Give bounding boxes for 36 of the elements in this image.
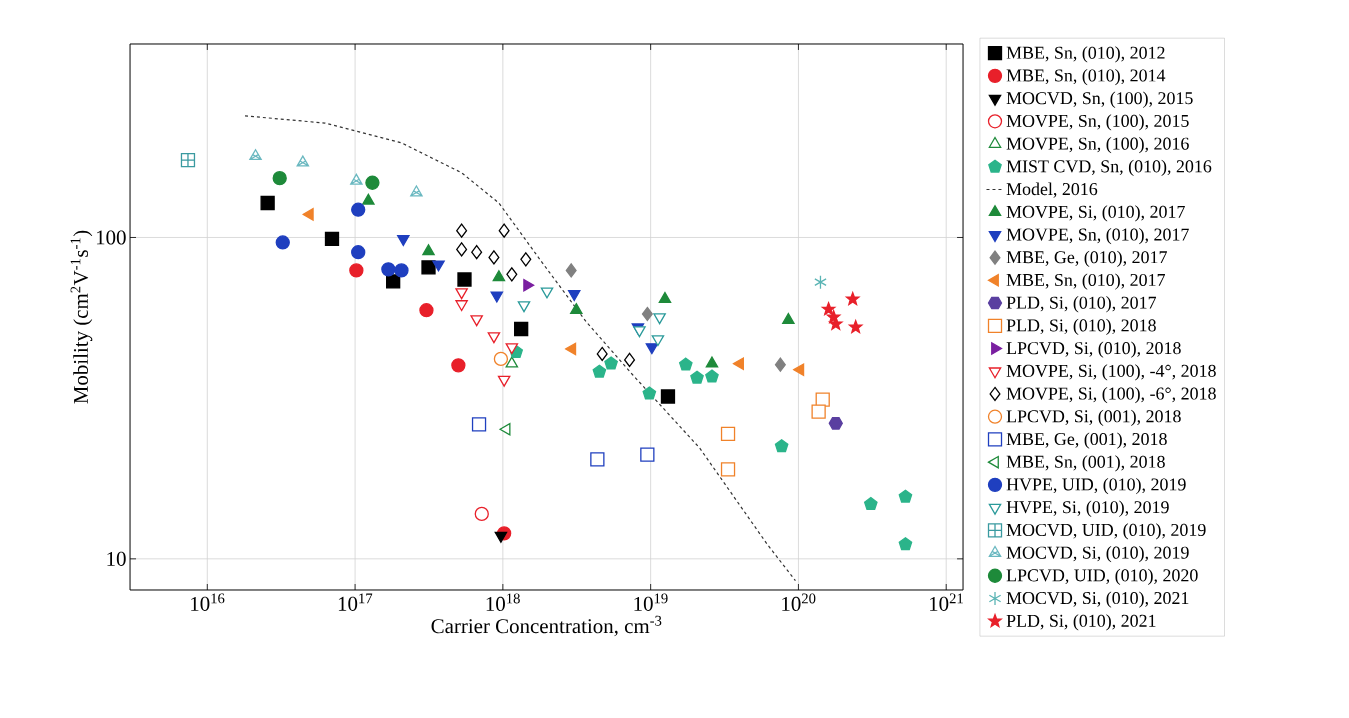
- x-tick-label: 10$^{17}$: [338, 593, 373, 611]
- x-tick-label: 10$^{20}$: [782, 593, 816, 611]
- y-tick-label: 10: [107, 551, 126, 566]
- legend-label: MOCVD, Si, (010), 2021: [1006, 591, 1189, 608]
- y-axis-title: Mobility (cm$^{2}$V$^{-1}$s$^{-1}$): [70, 230, 93, 404]
- legend-label: MBE, Sn, (010), 2012: [1006, 46, 1165, 63]
- legend-label: MOVPE, Si, (100), -6°, 2018: [1006, 387, 1216, 404]
- legend-label: LPCVD, Si, (001), 2018: [1006, 409, 1181, 426]
- x-axis-title: Carrier Concentration, cm$^{-3}$: [431, 615, 662, 637]
- legend-label: MOCVD, Sn, (100), 2015: [1006, 91, 1193, 108]
- legend-label: LPCVD, UID, (010), 2020: [1006, 568, 1198, 586]
- legend-label: LPCVD, Si, (010), 2018: [1006, 341, 1181, 358]
- y-tick-label: 100: [96, 230, 126, 245]
- legend-label: PLD, Si, (010), 2018: [1006, 318, 1156, 336]
- legend-label: MOCVD, Si, (010), 2019: [1006, 546, 1189, 563]
- legend-label: HVPE, Si, (010), 2019: [1006, 500, 1169, 517]
- legend-label: HVPE, UID, (010), 2019: [1006, 477, 1186, 495]
- legend-label: PLD, Si, (010), 2021: [1006, 614, 1156, 631]
- legend-label: MOCVD, UID, (010), 2019: [1006, 523, 1206, 540]
- x-tick-label: 10$^{16}$: [191, 593, 225, 611]
- legend-label: MBE, Sn, (010), 2014: [1006, 68, 1166, 86]
- legend-label: MOVPE, Si, (010), 2017: [1006, 205, 1185, 222]
- legend-label: PLD, Si, (010), 2017: [1006, 296, 1157, 313]
- legend-label: MBE, Sn, (010), 2017: [1006, 273, 1165, 290]
- legend-label: MBE, Ge, (001), 2018: [1006, 432, 1167, 449]
- legend-label: MBE, Ge, (010), 2017: [1006, 250, 1167, 267]
- legend-label: MBE, Sn, (001), 2018: [1006, 455, 1165, 472]
- x-tick-label: 10$^{21}$: [930, 593, 963, 611]
- legend-label: MOVPE, Sn, (100), 2016: [1006, 137, 1189, 154]
- legend-label: MOVPE, Sn, (100), 2015: [1006, 114, 1189, 131]
- legend-label: Model, 2016: [1006, 182, 1098, 198]
- x-tick-label: 10$^{18}$: [486, 593, 520, 611]
- x-tick-label: 10$^{19}$: [634, 593, 668, 611]
- legend-label: MOVPE, Sn, (010), 2017: [1006, 227, 1189, 245]
- legend-label: MIST CVD, Sn, (010), 2016: [1006, 159, 1212, 177]
- legend-label: MOVPE, Si, (100), -4°, 2018: [1006, 364, 1216, 381]
